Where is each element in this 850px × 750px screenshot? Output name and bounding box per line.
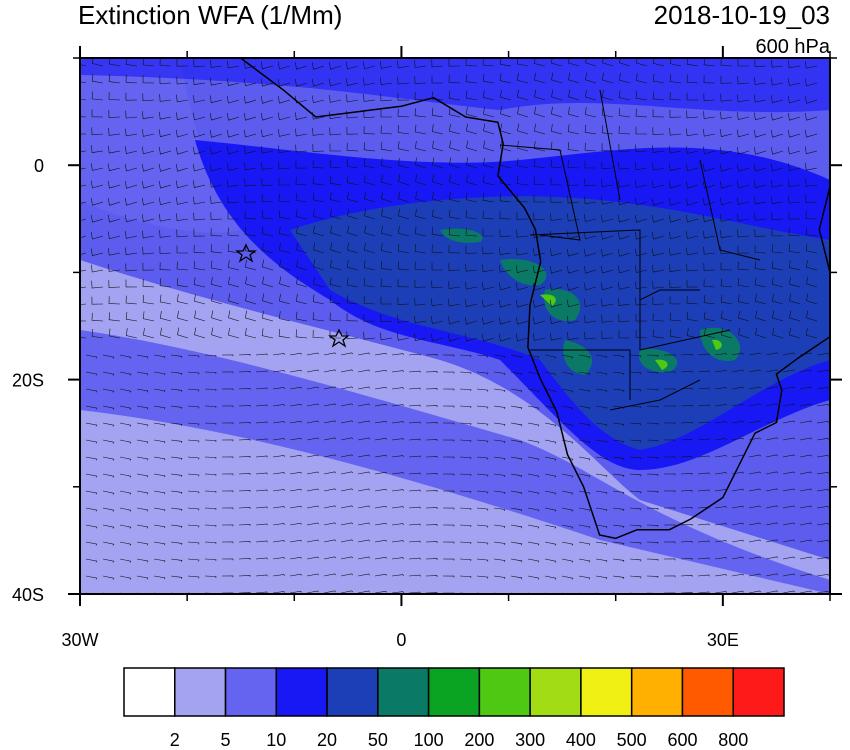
colorbar-box xyxy=(224,667,278,717)
colorbar-box xyxy=(630,667,684,717)
colorbar-label: 10 xyxy=(266,730,286,750)
colorbar: 2 5 10 20 50 100 200 300 400 500 600 800 xyxy=(123,667,785,750)
axes: 30W 0 30E 0 20S 40S xyxy=(12,46,842,650)
y-tick-label: 40S xyxy=(12,585,44,605)
colorbar-box xyxy=(123,667,176,717)
colorbar-box xyxy=(427,667,481,717)
level: 600 hPa xyxy=(755,36,830,58)
colorbar-label: 400 xyxy=(566,730,596,750)
band xyxy=(80,58,240,233)
colorbar-label: 200 xyxy=(464,730,494,750)
colorbar-box xyxy=(174,667,227,717)
colorbar-label: 500 xyxy=(617,730,647,750)
band xyxy=(80,58,830,113)
colorbar-box xyxy=(732,667,785,717)
colorbar-label: 50 xyxy=(368,730,388,750)
borders xyxy=(499,89,761,411)
colorbar-label: 2 xyxy=(170,730,180,750)
clean-band xyxy=(80,410,830,594)
y-tick-label: 0 xyxy=(34,156,44,176)
date: 2018-10-19_03 xyxy=(654,0,830,30)
map-area xyxy=(80,58,830,594)
colorbar-box xyxy=(275,667,328,717)
colorbar-box xyxy=(377,667,430,717)
colorbar-label: 800 xyxy=(718,730,748,750)
title: Extinction WFA (1/Mm) xyxy=(78,0,342,30)
site-marker xyxy=(235,243,350,348)
colorbar-box xyxy=(478,667,531,717)
coastline xyxy=(240,58,830,540)
colorbar-label: 20 xyxy=(317,730,337,750)
colorbar-label: 300 xyxy=(515,730,545,750)
x-tick-label: 0 xyxy=(396,630,406,650)
colorbar-label: 5 xyxy=(221,730,231,750)
x-tick-label: 30W xyxy=(61,630,98,650)
y-tick-label: 20S xyxy=(12,371,44,391)
plume-core xyxy=(290,196,830,450)
map-frame xyxy=(79,57,831,595)
colorbar-label: 100 xyxy=(414,730,444,750)
colorbar-box xyxy=(326,667,379,717)
colorbar-box xyxy=(681,667,734,717)
plume-hotspot xyxy=(440,228,741,375)
colorbar-box xyxy=(580,667,633,717)
x-tick-label: 30E xyxy=(707,630,739,650)
colorbar-box xyxy=(529,667,582,717)
colorbar-label: 600 xyxy=(667,730,697,750)
